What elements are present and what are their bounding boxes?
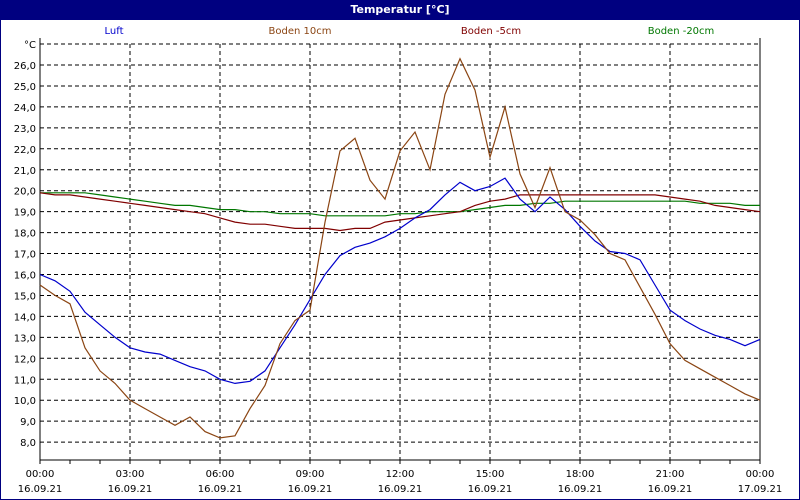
y-tick-label: 8,0 <box>20 438 36 449</box>
y-tick-label: 22,0 <box>14 145 36 156</box>
y-tick-label: 10,0 <box>14 396 36 407</box>
y-tick-label: 14,0 <box>14 312 36 323</box>
x-tick-time: 09:00 <box>296 469 325 480</box>
y-tick-label: 18,0 <box>14 229 36 240</box>
x-tick-time: 12:00 <box>386 469 415 480</box>
y-tick-label: 12,0 <box>14 354 36 365</box>
series-line-boden-10cm <box>39 57 761 439</box>
x-tick-time: 15:00 <box>476 469 505 480</box>
y-tick-label: 15,0 <box>14 291 36 302</box>
x-tick-date: 16.09.21 <box>18 484 63 495</box>
x-tick-date: 16.09.21 <box>648 484 693 495</box>
x-tick-date: 16.09.21 <box>288 484 333 495</box>
y-tick-label: 25,0 <box>14 82 36 93</box>
chart-title: Temperatur [°C] <box>1 1 799 20</box>
series-line-luft <box>39 177 761 385</box>
x-tick-date: 16.09.21 <box>108 484 153 495</box>
x-tick-time: 03:00 <box>116 469 145 480</box>
series-line-boden-20cm <box>40 192 760 217</box>
x-tick-date: 16.09.21 <box>558 484 603 495</box>
y-tick-label: 24,0 <box>14 103 36 114</box>
x-tick-time: 18:00 <box>566 469 595 480</box>
y-tick-label: 26,0 <box>14 61 36 72</box>
y-tick-label: 16,0 <box>14 271 36 282</box>
y-tick-label: 17,0 <box>14 250 36 261</box>
y-tick-label: 19,0 <box>14 208 36 219</box>
x-tick-date: 17.09.21 <box>738 484 783 495</box>
y-tick-label: 23,0 <box>14 124 36 135</box>
legend-item-luft: Luft <box>104 26 124 37</box>
x-tick-time: 00:00 <box>26 469 55 480</box>
legend-item-boden-minus-5cm: Boden -5cm <box>460 26 522 37</box>
y-axis-unit: °C <box>24 40 36 51</box>
y-tick-label: 21,0 <box>14 166 36 177</box>
x-tick-date: 16.09.21 <box>378 484 423 495</box>
x-tick-time: 21:00 <box>656 469 685 480</box>
legend-item-boden-minus-20cm: Boden -20cm <box>647 26 715 37</box>
y-tick-label: 20,0 <box>14 187 36 198</box>
x-tick-time: 00:00 <box>746 469 775 480</box>
x-tick-date: 16.09.21 <box>198 484 243 495</box>
y-tick-label: 13,0 <box>14 333 36 344</box>
legend: Luft Boden 10cm Boden -5cm Boden -20cm <box>1 21 799 41</box>
x-tick-date: 16.09.21 <box>468 484 513 495</box>
legend-item-boden-10cm: Boden 10cm <box>268 26 332 37</box>
y-tick-label: 11,0 <box>14 375 36 386</box>
series-line-boden-5cm <box>39 192 761 232</box>
y-tick-label: 9,0 <box>20 417 36 428</box>
x-tick-time: 06:00 <box>206 469 235 480</box>
